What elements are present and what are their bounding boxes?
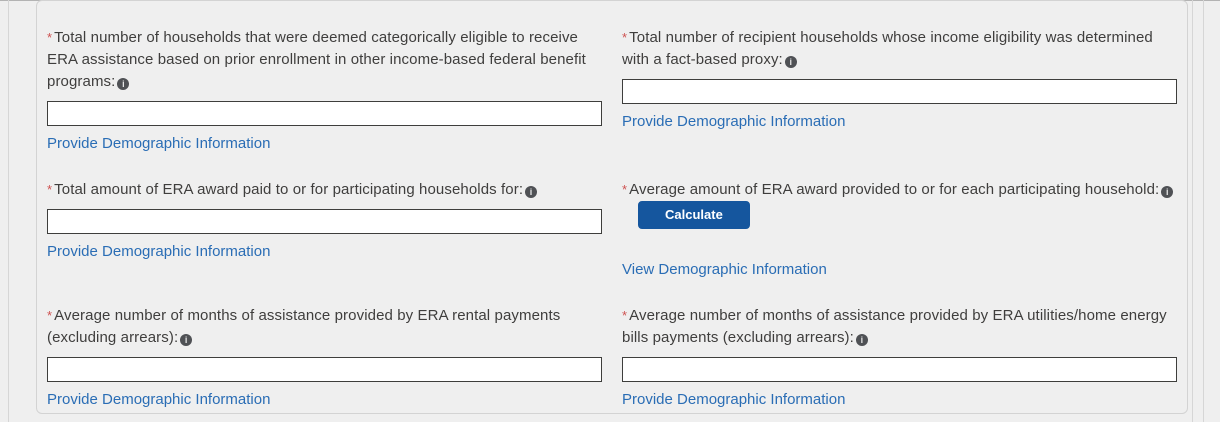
required-asterisk: * [47,30,53,45]
field-fact-based-proxy-households: * Total number of recipient households wh… [622,27,1177,131]
right-divider-inner [1192,0,1193,422]
field-label: * Total number of households that were de… [47,27,602,93]
field-label-text: Average number of months of assistance p… [47,307,561,346]
categorically-eligible-input[interactable] [47,101,602,126]
provide-demographic-link[interactable]: Provide Demographic Information [47,243,271,260]
info-icon[interactable]: i [180,334,193,346]
field-average-months-rental: * Average number of months of assistance … [47,305,602,409]
calculate-button[interactable]: Calculate [638,201,750,229]
info-icon[interactable]: i [525,186,538,198]
left-divider [8,0,9,422]
form-panel: * Total number of households that were de… [36,0,1188,414]
provide-demographic-link[interactable]: Provide Demographic Information [47,135,271,152]
fields-grid: * Total number of households that were de… [47,27,1177,409]
field-average-era-award: * Average amount of ERA award provided to… [622,179,1177,279]
required-asterisk: * [622,30,628,45]
info-icon[interactable]: i [855,334,868,346]
fact-based-proxy-input[interactable] [622,79,1177,104]
provide-demographic-link[interactable]: Provide Demographic Information [622,113,846,130]
right-divider-outer [1203,0,1204,422]
field-label-text: Average number of months of assistance p… [622,307,1167,346]
field-label: * Average number of months of assistance … [47,305,602,349]
required-asterisk: * [622,308,628,323]
provide-demographic-link[interactable]: Provide Demographic Information [622,391,846,408]
required-asterisk: * [47,182,53,197]
total-era-award-input[interactable] [47,209,602,234]
view-demographic-link[interactable]: View Demographic Information [622,261,827,278]
info-icon[interactable]: i [1161,186,1174,198]
info-icon[interactable]: i [117,78,130,90]
field-label: * Average number of months of assistance … [622,305,1177,349]
field-total-era-award: * Total amount of ERA award paid to or fo… [47,179,602,261]
field-label-text: Total number of households that were dee… [47,29,586,90]
field-label-text: Average amount of ERA award provided to … [629,181,1160,198]
field-categorically-eligible-households: * Total number of households that were de… [47,27,602,153]
average-months-utilities-input[interactable] [622,357,1177,382]
field-label-text: Total amount of ERA award paid to or for… [54,181,524,198]
provide-demographic-link[interactable]: Provide Demographic Information [47,391,271,408]
average-months-rental-input[interactable] [47,357,602,382]
field-average-months-utilities: * Average number of months of assistance … [622,305,1177,409]
field-label-text: Total number of recipient households who… [622,29,1153,68]
field-label: * Total number of recipient households wh… [622,27,1177,71]
field-label: * Total amount of ERA award paid to or fo… [47,179,602,201]
required-asterisk: * [47,308,53,323]
required-asterisk: * [622,182,628,197]
field-label: * Average amount of ERA award provided to… [622,179,1177,229]
info-icon[interactable]: i [784,56,797,68]
